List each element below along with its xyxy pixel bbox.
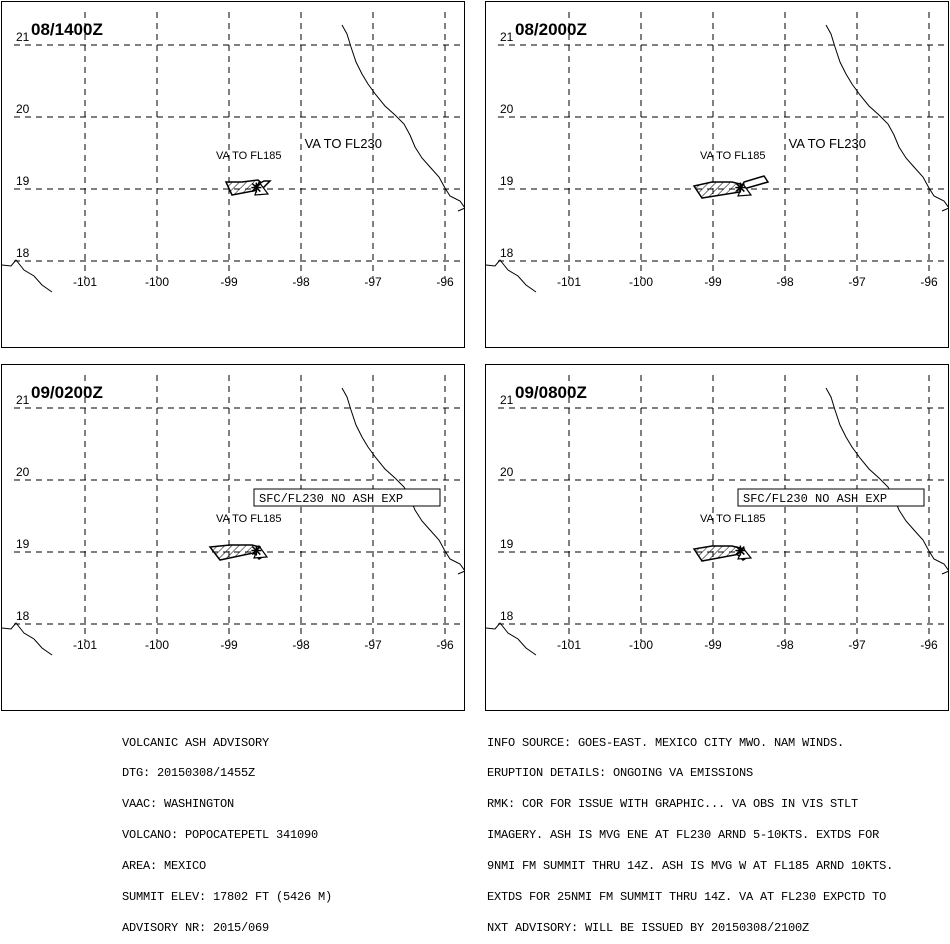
lat-tick-label: 20 — [500, 465, 514, 479]
lon-tick-label: -100 — [629, 638, 653, 652]
lat-tick-label: 20 — [16, 102, 30, 116]
lon-tick-label: -99 — [704, 638, 722, 652]
lat-tick-label: 18 — [500, 609, 514, 623]
lon-tick-label: -96 — [436, 638, 454, 652]
volcano-marker — [251, 545, 262, 556]
volcano-marker — [735, 545, 746, 556]
lat-tick-label: 20 — [500, 102, 514, 116]
lon-tick-label: -96 — [920, 275, 938, 289]
no-ash-label: SFC/FL230 NO ASH EXP — [743, 492, 887, 506]
lon-tick-label: -101 — [73, 275, 97, 289]
lon-tick-label: -99 — [220, 638, 238, 652]
lon-tick-label: -98 — [776, 638, 794, 652]
no-ash-label: SFC/FL230 NO ASH EXP — [259, 492, 403, 506]
footer-line: VOLCANO: POPOCATEPETL 341090 — [122, 828, 319, 843]
map-panel-2: -101 -100 -99 -98 -97 -96 21 20 19 18 VA TO FL185 V… — [485, 1, 949, 348]
lat-tick-label: 21 — [500, 30, 514, 44]
lon-tick-label: -97 — [848, 275, 866, 289]
forecast-time: 09/0800Z — [515, 383, 587, 402]
lon-tick-label: -98 — [776, 275, 794, 289]
footer-line: INFO SOURCE: GOES-EAST. MEXICO CITY MWO.… — [487, 735, 845, 750]
coastline — [2, 259, 53, 293]
lon-tick-label: -100 — [145, 275, 169, 289]
ash-level-label: VA TO FL185 — [700, 150, 765, 162]
footer-line: ADVISORY NR: 2015/069 — [122, 920, 270, 935]
coastline — [341, 387, 464, 575]
lat-tick-label: 18 — [16, 246, 30, 260]
coastline — [486, 622, 537, 656]
lon-tick-label: -100 — [145, 638, 169, 652]
ash-level-label: VA TO FL185 — [216, 150, 281, 162]
lat-tick-label: 19 — [16, 537, 30, 551]
footer-line: AREA: MEXICO — [122, 859, 207, 874]
footer-line: NXT ADVISORY: WILL BE ISSUED BY 20150308… — [487, 920, 810, 935]
lat-tick-label: 19 — [500, 537, 514, 551]
forecast-time: 08/1400Z — [31, 20, 103, 39]
lat-tick-label: 19 — [16, 174, 30, 188]
forecast-time: 08/2000Z — [515, 20, 587, 39]
advisory-header-text: VOLCANIC ASH ADVISORY DTG: 20150308/1455… — [122, 717, 332, 944]
lat-tick-label: 21 — [16, 30, 30, 44]
lon-tick-label: -101 — [557, 275, 581, 289]
lat-tick-label: 18 — [500, 246, 514, 260]
lon-tick-label: -101 — [73, 638, 97, 652]
coastline — [486, 259, 537, 293]
map-panel-4: -101 -100 -99 -98 -97 -96 21 20 19 18 VA TO FL185 S… — [485, 364, 949, 711]
lon-tick-label: -99 — [220, 275, 238, 289]
lon-tick-label: -98 — [292, 638, 310, 652]
lon-tick-label: -96 — [920, 638, 938, 652]
lat-tick-label: 19 — [500, 174, 514, 188]
lon-tick-label: -98 — [292, 275, 310, 289]
footer-line: RMK: COR FOR ISSUE WITH GRAPHIC... VA OB… — [487, 797, 859, 812]
map-panel-3: -101 -100 -99 -98 -97 -96 21 20 19 18 VA TO FL185 S… — [1, 364, 465, 711]
no-ash-box — [253, 488, 441, 507]
footer-line: EXTDS FOR 25NMI FM SUMMIT THRU 14Z. VA A… — [487, 890, 887, 905]
lon-tick-label: -100 — [629, 275, 653, 289]
volcano-marker — [735, 182, 746, 193]
footer-line: IMAGERY. ASH IS MVG ENE AT FL230 ARND 5-… — [487, 828, 880, 843]
map-canvas: -101 -100 -99 -98 -97 -96 21 20 19 18 VA TO FL185 V… — [2, 12, 464, 293]
footer-line: VAAC: WASHINGTON — [122, 797, 235, 812]
coastline — [2, 622, 53, 656]
map-canvas: -101 -100 -99 -98 -97 -96 21 20 19 18 VA TO FL185 V… — [486, 12, 948, 293]
lon-tick-label: -97 — [848, 638, 866, 652]
forecast-time: 09/0200Z — [31, 383, 103, 402]
lat-tick-label: 21 — [16, 393, 30, 407]
footer-line: SUMMIT ELEV: 17802 FT (5426 M) — [122, 890, 333, 905]
lat-tick-label: 20 — [16, 465, 30, 479]
lon-tick-label: -96 — [436, 275, 454, 289]
coastline — [825, 387, 948, 575]
ash-level-label: VA TO FL230 — [305, 136, 382, 151]
map-canvas: -101 -100 -99 -98 -97 -96 21 20 19 18 VA TO FL185 S… — [486, 375, 948, 656]
footer-line: 9NMI FM SUMMIT THRU 14Z. ASH IS MVG W AT… — [487, 859, 894, 874]
lat-tick-label: 21 — [500, 393, 514, 407]
ash-level-label: VA TO FL185 — [216, 513, 281, 525]
ash-level-label: VA TO FL230 — [789, 136, 866, 151]
volcano-marker — [251, 182, 262, 193]
lon-tick-label: -99 — [704, 275, 722, 289]
ash-level-label: VA TO FL185 — [700, 513, 765, 525]
lon-tick-label: -101 — [557, 638, 581, 652]
advisory-remarks-text: INFO SOURCE: GOES-EAST. MEXICO CITY MWO.… — [487, 717, 893, 944]
lon-tick-label: -97 — [364, 638, 382, 652]
footer-line: ERUPTION DETAILS: ONGOING VA EMISSIONS — [487, 766, 754, 781]
footer-line: VOLCANIC ASH ADVISORY — [122, 735, 270, 750]
footer-line: DTG: 20150308/1455Z — [122, 766, 256, 781]
lat-tick-label: 18 — [16, 609, 30, 623]
map-panel-1: -101 -100 -99 -98 -97 -96 21 20 19 18 VA TO FL185 V… — [1, 1, 465, 348]
no-ash-box — [737, 488, 925, 507]
map-canvas: -101 -100 -99 -98 -97 -96 21 20 19 18 VA TO FL185 S… — [2, 375, 464, 656]
lon-tick-label: -97 — [364, 275, 382, 289]
coastline — [825, 24, 948, 212]
coastline — [341, 24, 464, 212]
